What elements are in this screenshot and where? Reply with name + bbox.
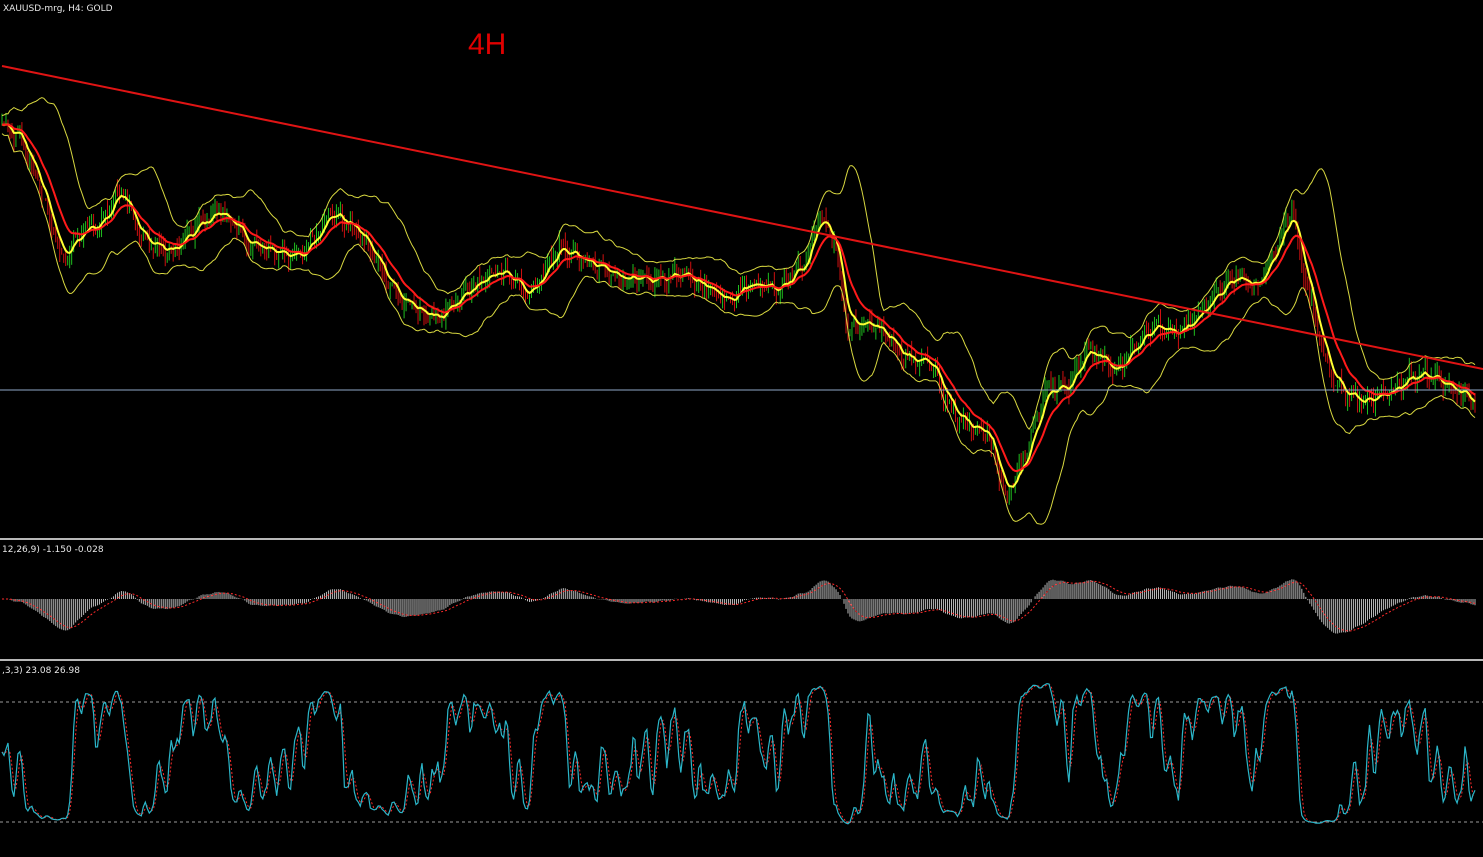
symbol-label: XAUUSD-mrg, H4: GOLD [3, 4, 113, 14]
macd-pane[interactable]: 12,26,9) -1.150 -0.028 [2, 545, 1476, 634]
stochastic-signal-line [1, 683, 1476, 824]
candle-bars [1, 112, 1476, 505]
stochastic-main-line [1, 682, 1476, 825]
macd-histogram [3, 579, 1476, 634]
slow-ma-line [1, 123, 1476, 473]
macd-signal-line [2, 580, 1476, 632]
bollinger-upper-line [1, 97, 1476, 431]
bollinger-lower-line [1, 133, 1476, 525]
price-pane[interactable]: XAUUSD-mrg, H4: GOLD 4H [0, 4, 1483, 525]
fast-ma-line [1, 123, 1476, 488]
macd-label: 12,26,9) -1.150 -0.028 [2, 545, 104, 555]
timeframe-annotation[interactable]: 4H [468, 28, 506, 61]
stochastic-pane[interactable]: ,3,3) 23.08 26.98 [0, 666, 1483, 825]
descending-trendline[interactable] [1, 65, 1483, 370]
stochastic-label: ,3,3) 23.08 26.98 [2, 666, 80, 676]
